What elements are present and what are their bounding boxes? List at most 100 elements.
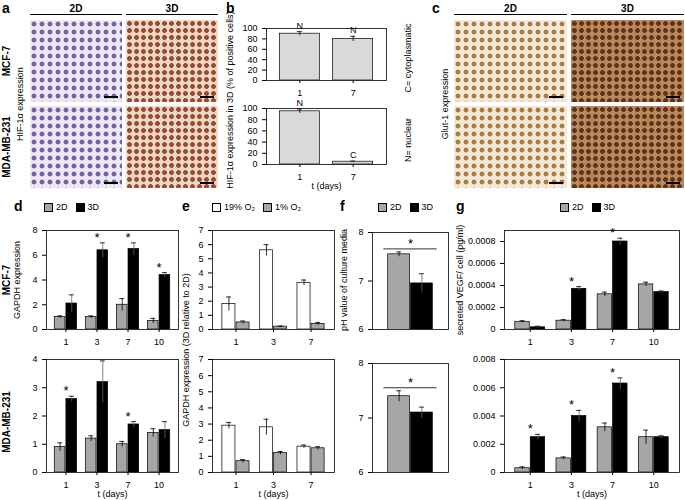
- svg-text:7: 7: [610, 480, 615, 490]
- svg-text:80: 80: [247, 115, 257, 125]
- svg-text:0.0002: 0.0002: [468, 302, 496, 312]
- svg-text:0: 0: [252, 159, 257, 169]
- svg-text:7: 7: [198, 225, 203, 235]
- svg-text:0.006: 0.006: [473, 383, 496, 393]
- svg-text:4: 4: [32, 354, 37, 364]
- svg-text:6: 6: [198, 371, 203, 381]
- svg-text:t (days): t (days): [258, 489, 288, 499]
- svg-text:10: 10: [649, 337, 659, 347]
- svg-text:20: 20: [247, 65, 257, 75]
- svg-text:0.0004: 0.0004: [468, 280, 496, 290]
- svg-text:*: *: [610, 225, 615, 240]
- svg-text:2: 2: [198, 435, 203, 445]
- svg-text:10: 10: [649, 480, 659, 490]
- svg-text:80: 80: [247, 34, 257, 44]
- svg-text:N: N: [297, 98, 304, 108]
- svg-text:*: *: [408, 375, 413, 390]
- svg-text:60: 60: [247, 44, 257, 54]
- html-text:MDA-MB-231: MDA-MB-231: [1, 116, 13, 178]
- svg-text:7: 7: [358, 413, 363, 423]
- svg-text:*: *: [94, 230, 99, 245]
- svg-text:100: 100: [242, 23, 257, 33]
- svg-text:0: 0: [490, 324, 495, 334]
- svg-text:*: *: [569, 274, 574, 289]
- svg-text:*: *: [63, 383, 68, 398]
- svg-text:0.008: 0.008: [473, 354, 496, 364]
- svg-text:2: 2: [32, 300, 37, 310]
- svg-text:*: *: [408, 236, 413, 251]
- svg-text:6: 6: [358, 324, 363, 334]
- svg-text:7: 7: [351, 172, 356, 182]
- svg-text:4: 4: [198, 403, 203, 413]
- svg-text:8: 8: [358, 358, 363, 368]
- svg-text:t (days): t (days): [577, 489, 607, 499]
- html-text:MCF-7: MCF-7: [1, 264, 13, 296]
- svg-text:N: N: [297, 21, 304, 31]
- svg-text:0.0006: 0.0006: [468, 258, 496, 268]
- svg-text:0.002: 0.002: [473, 439, 496, 449]
- svg-text:3: 3: [198, 282, 203, 292]
- svg-text:3: 3: [271, 337, 276, 347]
- svg-text:7: 7: [358, 276, 363, 286]
- svg-text:1: 1: [233, 337, 238, 347]
- svg-text:2: 2: [32, 411, 37, 421]
- svg-text:0: 0: [490, 467, 495, 477]
- svg-text:7: 7: [610, 337, 615, 347]
- svg-text:1: 1: [297, 172, 302, 182]
- svg-text:1: 1: [233, 480, 238, 490]
- svg-text:0: 0: [198, 324, 203, 334]
- svg-text:40: 40: [247, 137, 257, 147]
- svg-text:8: 8: [32, 225, 37, 235]
- svg-text:100: 100: [242, 103, 257, 113]
- svg-text:1: 1: [528, 337, 533, 347]
- svg-text:t (days): t (days): [97, 489, 127, 499]
- svg-text:0.004: 0.004: [473, 411, 496, 421]
- svg-text:*: *: [610, 365, 615, 380]
- svg-text:6: 6: [198, 240, 203, 250]
- svg-text:7: 7: [309, 480, 314, 490]
- svg-text:5: 5: [198, 254, 203, 264]
- svg-text:*: *: [157, 260, 162, 275]
- svg-text:*: *: [569, 397, 574, 412]
- svg-text:3: 3: [32, 383, 37, 393]
- svg-text:4: 4: [32, 275, 37, 285]
- svg-text:5: 5: [198, 387, 203, 397]
- svg-text:60: 60: [247, 126, 257, 136]
- svg-text:0.0008: 0.0008: [468, 236, 496, 246]
- svg-text:1: 1: [198, 451, 203, 461]
- svg-text:*: *: [125, 409, 130, 424]
- svg-text:40: 40: [247, 55, 257, 65]
- svg-text:7: 7: [309, 337, 314, 347]
- svg-text:C: C: [350, 150, 357, 160]
- svg-text:3: 3: [569, 480, 574, 490]
- svg-text:6: 6: [32, 250, 37, 260]
- html-text:MCF-7: MCF-7: [1, 45, 13, 77]
- svg-text:1: 1: [32, 439, 37, 449]
- svg-text:*: *: [125, 230, 130, 245]
- svg-text:1: 1: [297, 88, 302, 98]
- svg-text:N: N: [350, 25, 357, 35]
- svg-text:10: 10: [154, 480, 164, 490]
- svg-text:3: 3: [198, 419, 203, 429]
- svg-text:4: 4: [198, 268, 203, 278]
- svg-text:20: 20: [247, 148, 257, 158]
- svg-text:3: 3: [569, 337, 574, 347]
- svg-text:*: *: [528, 421, 533, 436]
- svg-text:1: 1: [528, 480, 533, 490]
- svg-text:1: 1: [63, 480, 68, 490]
- svg-text:1: 1: [198, 310, 203, 320]
- svg-text:0: 0: [32, 324, 37, 334]
- svg-text:1: 1: [63, 337, 68, 347]
- svg-text:8: 8: [358, 227, 363, 237]
- svg-text:7: 7: [198, 354, 203, 364]
- svg-text:0: 0: [32, 467, 37, 477]
- svg-text:3: 3: [94, 337, 99, 347]
- svg-text:t (days): t (days): [311, 181, 341, 191]
- svg-text:7: 7: [126, 337, 131, 347]
- svg-text:6: 6: [358, 467, 363, 477]
- svg-text:0: 0: [198, 467, 203, 477]
- svg-text:7: 7: [351, 88, 356, 98]
- svg-text:0: 0: [252, 75, 257, 85]
- svg-text:2: 2: [198, 296, 203, 306]
- svg-text:10: 10: [154, 337, 164, 347]
